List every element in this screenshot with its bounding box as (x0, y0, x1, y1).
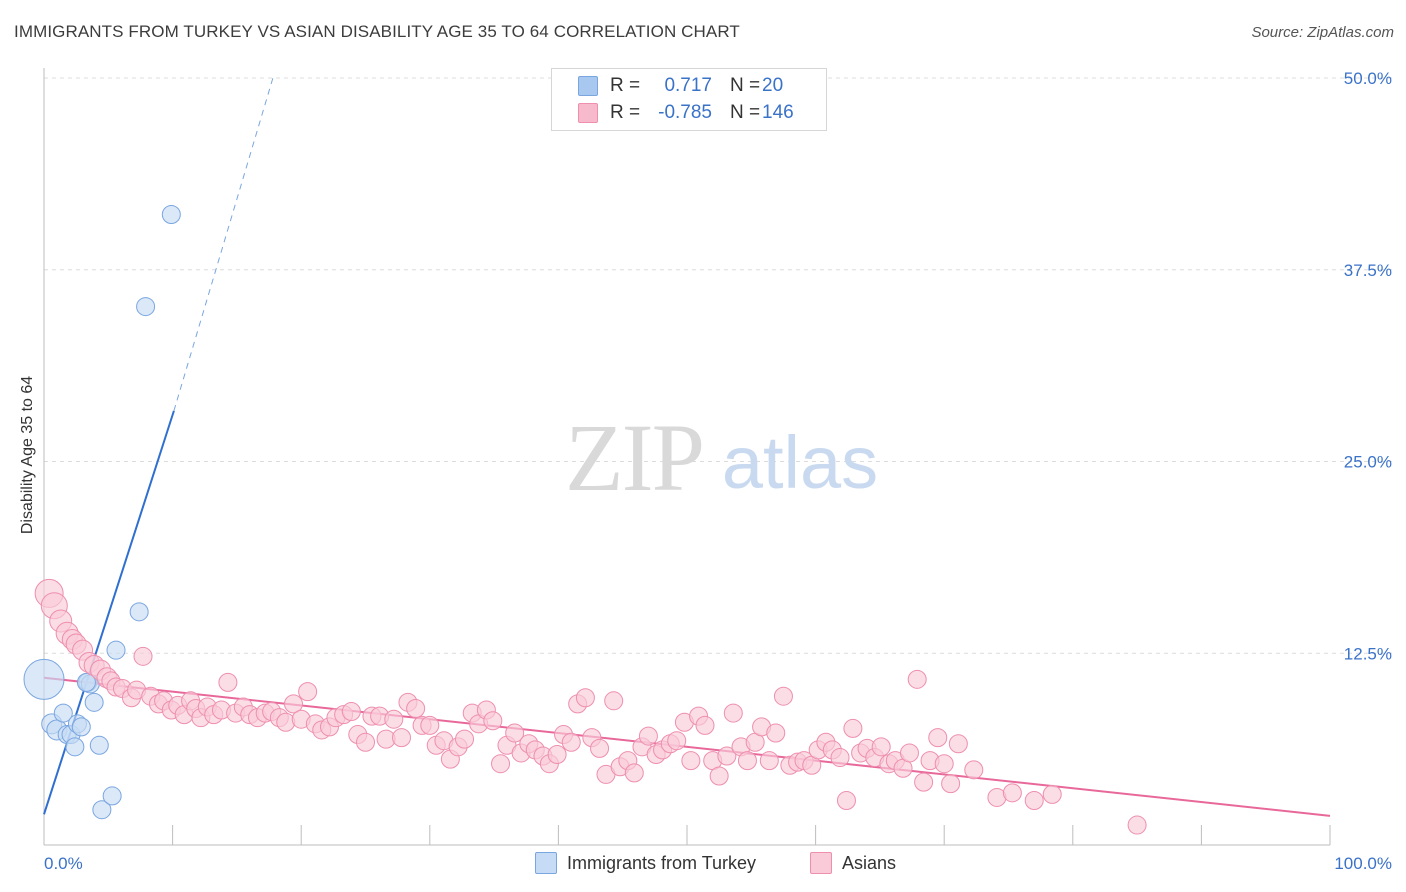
legend-item-asians[interactable]: Asians (810, 852, 896, 874)
point-turkey (71, 717, 91, 737)
point-turkey (76, 672, 96, 692)
point-turkey (106, 640, 126, 660)
point-turkey (136, 297, 156, 317)
stats-row-asians: R = -0.785 N = 146 (552, 100, 826, 126)
point-asians (604, 691, 624, 711)
y-tick-label: 12.5% (1344, 644, 1392, 663)
point-asians (907, 669, 927, 689)
point-turkey (161, 205, 181, 225)
point-turkey (89, 735, 109, 755)
point-asians (941, 774, 961, 794)
point-asians (420, 715, 440, 735)
legend-swatch-asians (810, 852, 832, 874)
chart-title: IMMIGRANTS FROM TURKEY VS ASIAN DISABILI… (14, 22, 740, 41)
axes (43, 68, 1331, 846)
point-asians (934, 754, 954, 774)
point-asians (1024, 791, 1044, 811)
y-tick-label: 37.5% (1344, 261, 1392, 280)
point-asians (681, 751, 701, 771)
y-tick-label: 25.0% (1344, 453, 1392, 472)
stats-n-label: N = (730, 75, 761, 96)
trend-extension-turkey (173, 77, 274, 412)
point-asians (766, 723, 786, 743)
point-asians (455, 729, 475, 749)
point-turkey (92, 800, 112, 820)
point-asians (298, 682, 318, 702)
point-asians (1042, 784, 1062, 804)
tick-labels: 12.5% 25.0% 37.5% 50.0% 0.0% 100.0% (44, 69, 1392, 873)
point-turkey (23, 658, 65, 700)
point-asians (638, 726, 658, 746)
point-asians (561, 732, 581, 752)
stats-box: R = 0.717 N = 20 R = -0.785 N = 146 (551, 68, 827, 131)
point-asians (341, 702, 361, 722)
point-asians (871, 737, 891, 757)
point-asians (964, 760, 984, 780)
stats-r-value: 0.717 (664, 75, 712, 96)
legend-label-turkey: Immigrants from Turkey (567, 852, 757, 873)
stats-swatch-turkey (578, 76, 598, 96)
point-asians (709, 766, 729, 786)
point-asians (483, 711, 503, 731)
stats-r-label: R = (610, 102, 641, 123)
point-turkey (84, 692, 104, 712)
point-asians (737, 751, 757, 771)
point-turkey (65, 737, 85, 757)
x-tick-label: 0.0% (44, 854, 83, 873)
point-asians (283, 694, 303, 714)
point-asians (914, 772, 934, 792)
stats-r-value: -0.785 (658, 102, 712, 123)
point-asians (1002, 783, 1022, 803)
legend-swatch-turkey (535, 852, 557, 874)
stats-n-label: N = (730, 102, 761, 123)
point-asians (899, 743, 919, 763)
stats-n-value: 146 (762, 102, 794, 123)
point-turkey (102, 786, 122, 806)
point-asians (575, 688, 595, 708)
watermark-atlas: atlas (722, 421, 878, 504)
point-asians (356, 732, 375, 752)
point-asians (948, 734, 968, 754)
point-asians (406, 698, 426, 718)
point-asians (836, 791, 856, 811)
point-asians (590, 738, 610, 758)
point-asians (392, 728, 412, 748)
stats-swatch-asians (578, 103, 598, 123)
point-asians (384, 709, 404, 729)
stats-r-label: R = (610, 75, 641, 96)
y-tick-label: 50.0% (1344, 69, 1392, 88)
point-asians (773, 686, 793, 706)
point-asians (695, 715, 715, 735)
stats-row-turkey: R = 0.717 N = 20 (552, 73, 826, 99)
watermark-zip: ZIP (565, 404, 703, 511)
point-asians (218, 672, 238, 692)
watermark: ZIP atlas (565, 404, 878, 511)
point-asians (843, 718, 863, 738)
data-points (23, 205, 1147, 835)
legend-item-turkey[interactable]: Immigrants from Turkey (535, 852, 756, 874)
point-asians (717, 746, 737, 766)
point-asians (667, 731, 687, 751)
stats-n-value: 20 (762, 75, 784, 96)
point-turkey (53, 703, 73, 723)
point-asians (723, 703, 743, 723)
chart-source: Source: ZipAtlas.com (1251, 24, 1394, 41)
point-asians (276, 712, 296, 732)
point-asians (133, 646, 153, 666)
legend-label-asians: Asians (842, 852, 897, 873)
point-asians (1127, 815, 1147, 835)
point-asians (547, 744, 567, 764)
point-asians (505, 723, 525, 743)
y-axis-label: Disability Age 35 to 64 (19, 375, 36, 535)
point-asians (830, 748, 850, 768)
point-asians (624, 763, 644, 783)
point-turkey (129, 602, 149, 622)
grid-lines (44, 77, 1392, 654)
point-asians (491, 754, 511, 774)
trend-line-asians (43, 676, 1331, 817)
point-asians (928, 728, 948, 748)
point-asians (759, 751, 779, 771)
x-tick-label: 100.0% (1334, 854, 1392, 873)
